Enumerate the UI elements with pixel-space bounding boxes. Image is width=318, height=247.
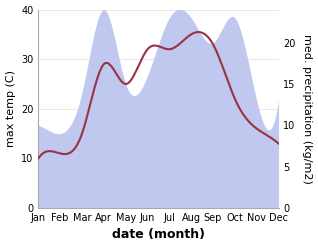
Y-axis label: med. precipitation (kg/m2): med. precipitation (kg/m2) xyxy=(302,34,313,184)
Y-axis label: max temp (C): max temp (C) xyxy=(5,70,16,147)
X-axis label: date (month): date (month) xyxy=(112,228,205,242)
